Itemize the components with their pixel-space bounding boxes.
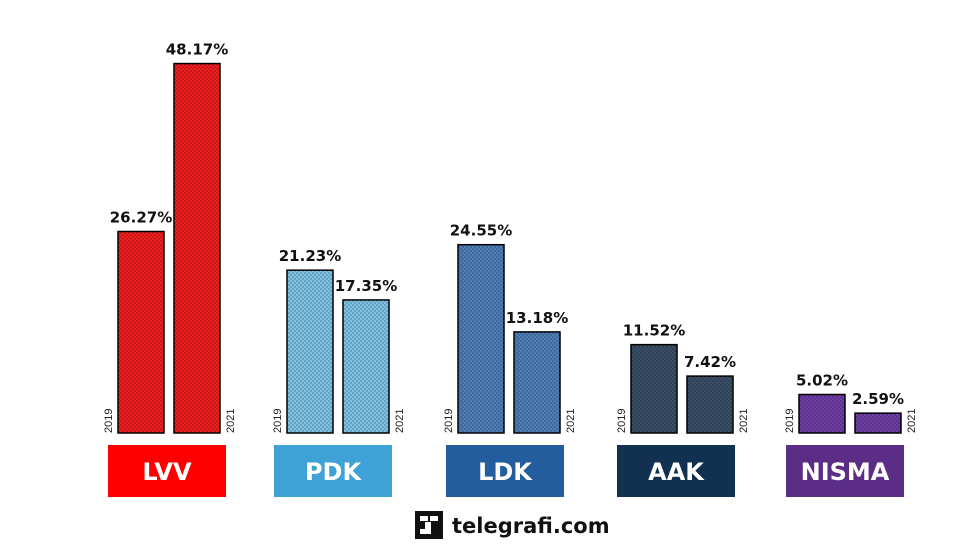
year-label-aak-2019: 2019 xyxy=(616,409,628,433)
value-label-lvv-2021: 48.17% xyxy=(166,41,228,59)
party-label-box-aak xyxy=(617,445,735,497)
party-label-box-lvv xyxy=(108,445,226,497)
brand-logo: telegrafi.com xyxy=(415,511,610,539)
telegrafi-logo-icon xyxy=(415,511,443,539)
bar-aak-2019 xyxy=(630,343,678,434)
bar-lvv-2019 xyxy=(117,230,165,434)
year-label-lvv-2019: 2019 xyxy=(103,409,115,433)
year-label-pdk-2021: 2021 xyxy=(394,409,406,433)
value-label-aak-2021: 7.42% xyxy=(684,353,736,371)
brand-name: telegrafi.com xyxy=(452,514,610,538)
bar-pdk-2019 xyxy=(286,269,334,434)
value-label-pdk-2019: 21.23% xyxy=(279,247,341,265)
bar-ldk-2021 xyxy=(513,331,561,434)
value-label-lvv-2019: 26.27% xyxy=(110,209,172,227)
bar-nisma-2019 xyxy=(798,393,846,434)
bar-ldk-2019 xyxy=(457,243,505,434)
year-label-nisma-2019: 2019 xyxy=(784,409,796,433)
year-label-nisma-2021: 2021 xyxy=(906,409,918,433)
value-label-nisma-2019: 5.02% xyxy=(796,371,848,389)
value-label-pdk-2021: 17.35% xyxy=(335,277,397,295)
party-label-ldk: LDK xyxy=(478,458,533,486)
party-label-box-pdk xyxy=(274,445,392,497)
year-label-ldk-2021: 2021 xyxy=(565,409,577,433)
bars-layer: 26.27% 2019 48.17% 2021 21.23% 2019 17.35% 2021… xyxy=(103,41,918,434)
value-label-nisma-2021: 2.59% xyxy=(852,390,904,408)
party-label-box-nisma xyxy=(786,445,904,497)
year-label-aak-2021: 2021 xyxy=(738,409,750,433)
value-label-ldk-2021: 13.18% xyxy=(506,309,568,327)
bar-nisma-2021 xyxy=(854,412,902,434)
value-label-aak-2019: 11.52% xyxy=(623,322,685,340)
bar-lvv-2021 xyxy=(173,62,221,434)
party-labels-layer: LVV PDK LDK AAK NISMA xyxy=(108,445,904,497)
year-label-lvv-2021: 2021 xyxy=(225,409,237,433)
value-label-ldk-2019: 24.55% xyxy=(450,222,512,240)
bar-pdk-2021 xyxy=(342,299,390,434)
bar-aak-2021 xyxy=(686,375,734,434)
party-label-lvv: LVV xyxy=(142,458,192,486)
party-label-aak: AAK xyxy=(648,458,705,486)
party-label-pdk: PDK xyxy=(305,458,363,486)
year-label-ldk-2019: 2019 xyxy=(443,409,455,433)
party-label-nisma: NISMA xyxy=(801,458,890,486)
year-label-pdk-2019: 2019 xyxy=(272,409,284,433)
party-label-box-ldk xyxy=(446,445,564,497)
